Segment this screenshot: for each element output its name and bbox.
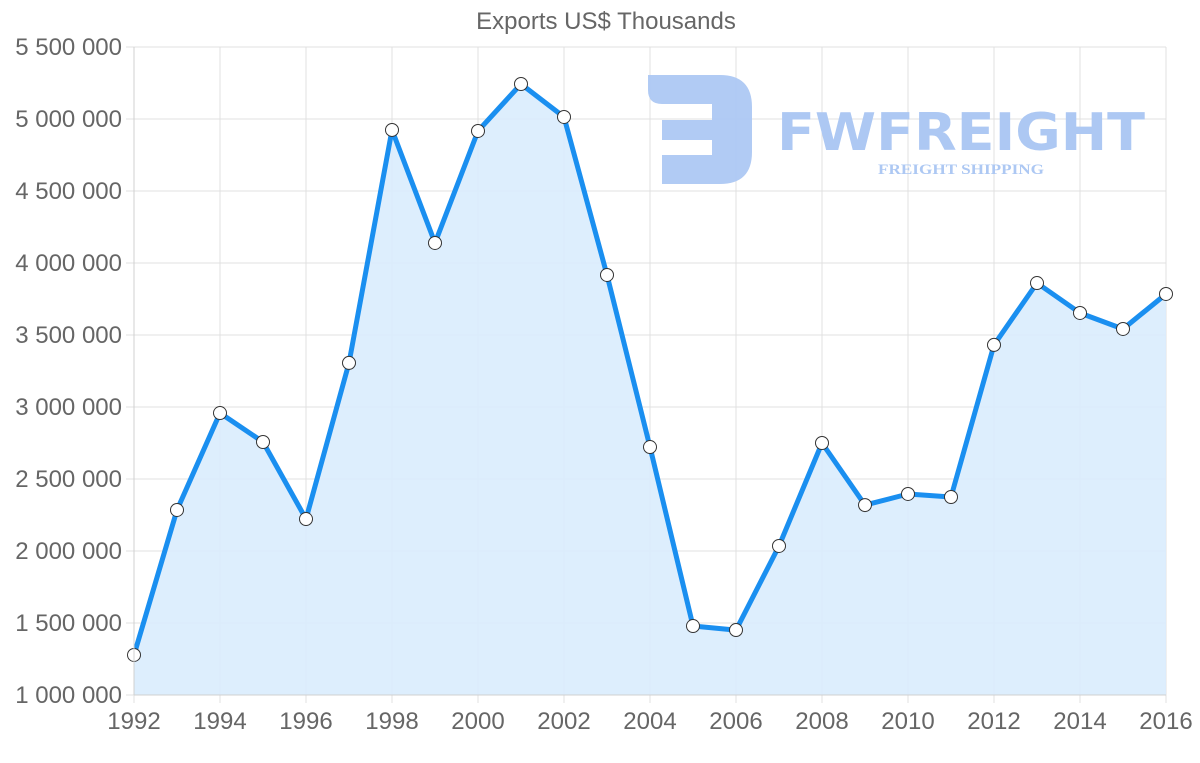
- y-tick-label: 1 000 000: [15, 682, 122, 709]
- data-point-1994[interactable]: [213, 406, 227, 421]
- data-point-1999[interactable]: [428, 235, 442, 250]
- x-tick-label: 2008: [795, 708, 848, 735]
- data-point-2002[interactable]: [557, 109, 571, 124]
- data-markers: [127, 77, 1173, 662]
- axes: [133, 47, 1166, 696]
- data-point-2009[interactable]: [858, 498, 872, 513]
- y-tick-label: 3 000 000: [15, 394, 122, 421]
- data-point-2007[interactable]: [772, 538, 786, 553]
- data-point-2016[interactable]: [1159, 286, 1173, 301]
- data-point-1996[interactable]: [299, 512, 313, 527]
- y-tick-label: 5 500 000: [15, 34, 122, 61]
- data-point-2013[interactable]: [1030, 276, 1044, 291]
- y-tick-label: 4 500 000: [15, 178, 122, 205]
- x-tick-label: 1994: [193, 708, 246, 735]
- logo-mark-icon: [648, 75, 752, 184]
- y-tick-label: 1 500 000: [15, 610, 122, 637]
- x-tick-label: 2016: [1139, 708, 1192, 735]
- chart-title: Exports US$ Thousands: [476, 8, 736, 35]
- x-axis-labels: 1992 1994 1996 1998 2000 2002 2004 2006 2008 2010…: [107, 708, 1192, 735]
- data-point-1995[interactable]: [256, 434, 270, 449]
- data-point-1998[interactable]: [385, 122, 399, 137]
- y-axis-labels: 1 000 000 1 500 000 2 000 000 2 500 000 3 00…: [15, 34, 122, 709]
- y-tick-label: 3 500 000: [15, 322, 122, 349]
- y-tick-label: 5 000 000: [15, 106, 122, 133]
- data-point-2001[interactable]: [514, 77, 528, 92]
- data-point-2008[interactable]: [815, 436, 829, 450]
- x-tick-label: 2000: [451, 708, 504, 735]
- x-tick-label: 1992: [107, 708, 160, 735]
- area-fill: [134, 84, 1166, 695]
- data-point-1997[interactable]: [342, 355, 356, 370]
- x-tick-label: 2006: [709, 708, 762, 735]
- x-tick-label: 2004: [623, 708, 676, 735]
- y-tick-label: 2 500 000: [15, 466, 122, 493]
- x-tick-label: 1996: [279, 708, 332, 735]
- y-tick-label: 4 000 000: [15, 250, 122, 277]
- data-point-2010[interactable]: [901, 486, 915, 501]
- data-point-2006[interactable]: [729, 623, 743, 638]
- x-tick-label: 1998: [365, 708, 418, 735]
- watermark-logo: FWFREIGHT FREIGHT SHIPPING: [648, 75, 1146, 184]
- x-tick-label: 2002: [537, 708, 590, 735]
- data-point-2011[interactable]: [944, 490, 958, 504]
- data-point-1993[interactable]: [170, 502, 184, 517]
- watermark-brand: FWFREIGHT: [777, 103, 1146, 163]
- watermark-tagline: FREIGHT SHIPPING: [878, 162, 1044, 178]
- data-point-2014[interactable]: [1073, 305, 1087, 320]
- x-tick-label: 2010: [881, 708, 934, 735]
- y-tick-label: 2 000 000: [15, 538, 122, 565]
- data-point-2003[interactable]: [600, 267, 614, 282]
- x-tick-label: 2014: [1053, 708, 1106, 735]
- data-point-2000[interactable]: [471, 123, 485, 138]
- data-point-2004[interactable]: [643, 440, 657, 455]
- data-point-2015[interactable]: [1116, 321, 1130, 336]
- data-point-2005[interactable]: [686, 619, 700, 634]
- data-point-2012[interactable]: [987, 337, 1001, 352]
- x-tick-label: 2012: [967, 708, 1020, 735]
